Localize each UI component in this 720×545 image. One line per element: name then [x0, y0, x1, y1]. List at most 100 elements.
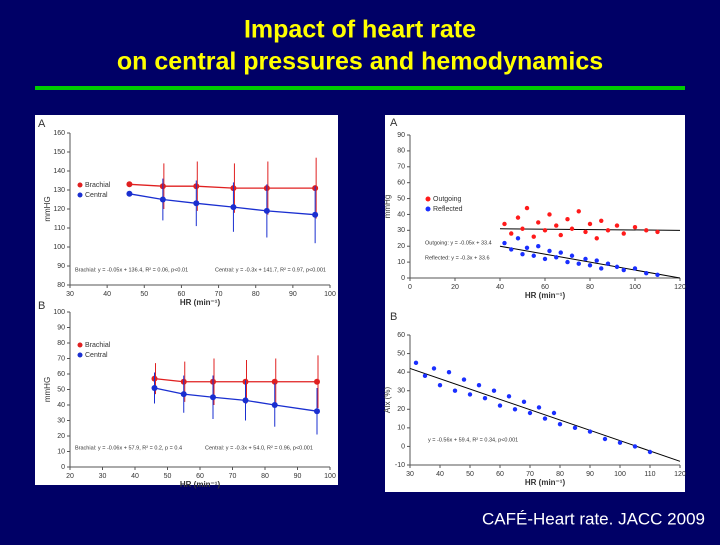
point — [520, 251, 525, 257]
y-tick-label: 150 — [53, 149, 65, 156]
legend-box — [424, 194, 472, 204]
point — [557, 421, 563, 427]
y-tick-label: 70 — [57, 355, 65, 362]
point — [572, 425, 578, 431]
point — [413, 360, 419, 366]
x-tick-label: 80 — [556, 471, 564, 478]
point — [467, 392, 473, 397]
point — [617, 440, 623, 445]
point — [621, 267, 626, 273]
legend-marker — [77, 182, 83, 188]
y-tick-label: 60 — [57, 371, 65, 378]
y-tick-label: 30 — [397, 388, 405, 395]
panel-label: A — [38, 118, 46, 130]
citation: CAFÉ-Heart rate. JACC 2009 — [482, 509, 705, 528]
point — [554, 255, 559, 260]
point — [587, 263, 593, 268]
point — [271, 378, 278, 385]
point — [422, 373, 428, 379]
y-tick-label: 40 — [57, 402, 65, 409]
annotation: Central: y = -0.3x + 141.7, R² = 0.97, p… — [215, 267, 326, 273]
point — [126, 181, 133, 188]
x-tick-label: 20 — [451, 284, 459, 291]
x-tick-label: 100 — [324, 473, 336, 480]
point — [536, 405, 542, 410]
legend-marker — [77, 192, 83, 198]
x-tick-label: 90 — [586, 471, 594, 478]
x-axis-label: HR (min⁻¹) — [525, 478, 566, 487]
y-tick-label: 80 — [57, 340, 65, 347]
point — [515, 236, 521, 241]
y-tick-label: 110 — [54, 225, 65, 232]
point — [547, 248, 552, 254]
annotation: Brachial: y = -0.05x + 136.4, R² = 0.06,… — [75, 267, 188, 273]
panel-label: B — [38, 300, 45, 312]
x-tick-label: 100 — [614, 471, 626, 478]
x-tick-label: 30 — [99, 473, 107, 480]
point — [524, 205, 530, 211]
y-tick-label: -10 — [395, 462, 405, 469]
x-axis-label: HR (min⁻¹) — [180, 298, 221, 307]
legend-label: Central — [85, 352, 108, 359]
point — [497, 403, 503, 408]
y-tick-label: 60 — [397, 180, 405, 187]
annotation: y = -0.56x + 59.4, R² = 0.34, p<0.001 — [428, 437, 518, 443]
y-tick-label: 80 — [397, 148, 405, 155]
point — [542, 416, 548, 421]
point — [151, 384, 158, 391]
y-tick-label: 60 — [397, 332, 405, 339]
title-line: on central pressures and hemodynamics — [117, 48, 603, 76]
point — [512, 407, 518, 412]
x-tick-label: 100 — [629, 284, 641, 291]
point — [569, 226, 575, 231]
point — [605, 261, 611, 266]
y-tick-label: 40 — [397, 369, 405, 376]
x-tick-label: 110 — [644, 471, 655, 478]
point — [583, 256, 588, 262]
point — [531, 234, 536, 239]
y-tick-label: 30 — [397, 227, 405, 234]
y-tick-label: 40 — [397, 211, 405, 218]
x-tick-label: 120 — [674, 284, 686, 291]
x-tick-label: 40 — [496, 284, 504, 291]
x-tick-label: 100 — [324, 291, 336, 298]
point — [180, 391, 187, 398]
point — [605, 228, 611, 233]
x-tick-label: 30 — [66, 291, 74, 298]
legend-box — [76, 180, 124, 190]
x-tick-label: 50 — [140, 291, 148, 298]
y-tick-label: 80 — [57, 282, 65, 289]
point — [506, 394, 512, 399]
x-tick-label: 0 — [408, 284, 412, 291]
legend-box — [76, 190, 124, 200]
annotation: Central: y = -0.3x + 54.0, R² = 0.96, p<… — [205, 445, 313, 451]
y-axis-label: mmHg — [383, 195, 392, 219]
point — [554, 223, 559, 228]
x-tick-label: 70 — [229, 473, 237, 480]
legend-label: Reflected — [433, 206, 463, 213]
point — [614, 264, 620, 270]
point — [594, 258, 599, 263]
panel-label: B — [390, 311, 397, 323]
point — [594, 236, 599, 241]
title-line: Impact of heart rate — [244, 16, 476, 44]
point — [587, 221, 593, 227]
rule — [35, 86, 685, 90]
legend-marker — [77, 342, 83, 348]
legend-box — [76, 350, 124, 360]
x-tick-label: 90 — [294, 473, 302, 480]
y-tick-label: 50 — [397, 195, 405, 202]
x-tick-label: 80 — [586, 284, 594, 291]
x-tick-label: 80 — [261, 473, 269, 480]
y-tick-label: 90 — [57, 324, 65, 331]
annotation: Brachial: y = -0.06x + 57.9, R² = 0.2, p… — [75, 445, 182, 451]
point — [491, 388, 497, 393]
point — [632, 224, 638, 230]
point — [159, 196, 166, 203]
x-tick-label: 70 — [526, 471, 534, 478]
panel-label: A — [390, 117, 398, 129]
legend-label: Brachial — [85, 342, 111, 349]
point — [647, 449, 653, 455]
point — [565, 259, 570, 265]
point — [502, 240, 507, 246]
